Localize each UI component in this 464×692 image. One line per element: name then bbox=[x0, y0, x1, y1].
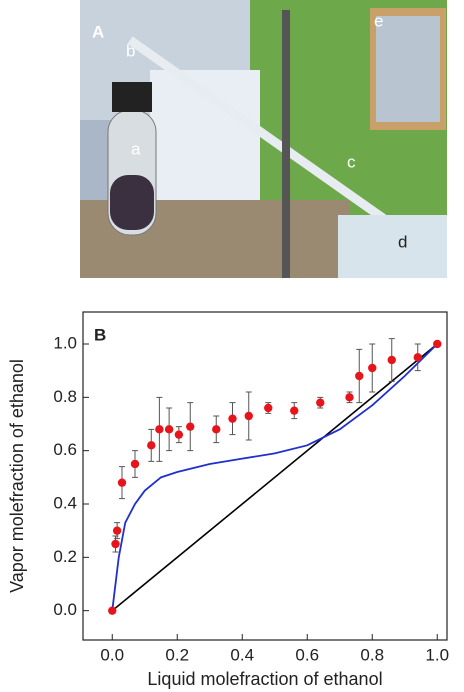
data-point bbox=[117, 478, 127, 487]
data-point bbox=[174, 430, 184, 439]
x-axis-label: Liquid molefraction of ethanol bbox=[147, 669, 382, 689]
panel-label: A bbox=[92, 22, 104, 41]
x-tick-label: 0.0 bbox=[100, 645, 124, 664]
photo-label: e bbox=[374, 11, 383, 30]
data-point bbox=[212, 425, 221, 434]
data-point bbox=[155, 425, 164, 434]
model-curve bbox=[111, 343, 438, 611]
y-tick-label: 0.6 bbox=[53, 440, 77, 459]
data-point bbox=[164, 425, 174, 434]
x-tick-label: 0.8 bbox=[360, 645, 384, 664]
x-tick-label: 0.4 bbox=[230, 645, 254, 664]
flask-liquid bbox=[110, 175, 154, 230]
data-point bbox=[130, 459, 140, 469]
plot-frame bbox=[82, 311, 448, 641]
data-point bbox=[244, 411, 253, 421]
photo-label: b bbox=[126, 41, 135, 60]
x-tick-label: 0.2 bbox=[165, 645, 189, 664]
data-point bbox=[316, 398, 325, 407]
data-point bbox=[345, 393, 354, 402]
y-tick-label: 0.4 bbox=[53, 493, 77, 512]
panel-label: B bbox=[94, 325, 106, 344]
data-point bbox=[147, 441, 156, 450]
data-point bbox=[228, 414, 237, 423]
data-point bbox=[355, 371, 364, 381]
data-point bbox=[186, 422, 195, 431]
stand-rod bbox=[282, 10, 290, 278]
data-point bbox=[368, 363, 377, 373]
diagonal-line bbox=[111, 343, 438, 612]
data-point bbox=[111, 539, 120, 549]
y-tick-label: 0.8 bbox=[53, 387, 77, 406]
data-point bbox=[264, 403, 273, 413]
photo-label: c bbox=[347, 152, 356, 171]
photo-label: a bbox=[131, 139, 141, 158]
container bbox=[338, 215, 447, 278]
photo-panel: A a b c d e bbox=[80, 0, 447, 278]
data-point bbox=[290, 406, 299, 415]
photo-label: d bbox=[398, 232, 407, 251]
x-tick-label: 1.0 bbox=[425, 645, 449, 664]
data-point bbox=[433, 339, 442, 349]
data-point bbox=[108, 606, 117, 615]
y-tick-label: 0.0 bbox=[53, 600, 77, 619]
y-tick-label: 0.2 bbox=[53, 547, 77, 566]
data-point bbox=[112, 526, 122, 535]
inset-lens bbox=[376, 16, 440, 122]
data-point bbox=[387, 355, 396, 365]
condenser bbox=[127, 36, 403, 234]
clamp bbox=[112, 82, 152, 112]
data-point bbox=[413, 353, 422, 362]
y-axis-label: Vapor molefraction of ethanol bbox=[7, 359, 27, 593]
y-tick-label: 1.0 bbox=[53, 333, 77, 352]
x-tick-label: 0.6 bbox=[295, 645, 319, 664]
